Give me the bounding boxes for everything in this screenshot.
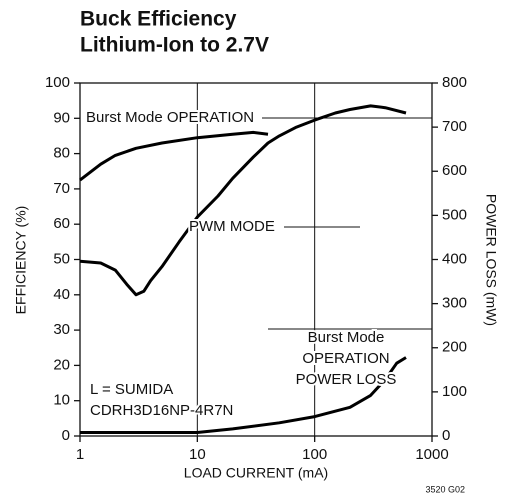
x-axis-label: LOAD CURRENT (mA) [184, 465, 328, 481]
y-tick-label: 100 [45, 74, 70, 91]
series-line [79, 130, 269, 182]
y2-tick-label: 600 [442, 162, 467, 179]
x-tick-label: 1000 [415, 446, 448, 463]
figure-note: 3520 G02 [425, 484, 465, 494]
y2-tick-label: 800 [442, 74, 467, 91]
annotation: CDRH3D16NP-4R7N [90, 402, 233, 419]
y-tick-label: 40 [53, 286, 70, 303]
x-tick-label: 10 [189, 446, 206, 463]
x-tick-label: 1 [76, 446, 84, 463]
y2-tick-label: 300 [442, 295, 467, 312]
y-tick-label: 90 [53, 109, 70, 126]
y-tick-label: 80 [53, 145, 70, 162]
y-tick-label: 60 [53, 215, 70, 232]
y-tick-label: 10 [53, 392, 70, 409]
chart-subtitle: Lithium-Ion to 2.7V [80, 34, 269, 57]
y-tick-label: 30 [53, 321, 70, 338]
series-line [80, 356, 407, 434]
spacer [0, 0, 85, 118]
y-tick-label: 20 [53, 356, 70, 373]
y-tick-label: 70 [53, 180, 70, 197]
series-line [79, 104, 407, 297]
annotation: L = SUMIDA [90, 381, 173, 398]
y-tick-label: 50 [53, 250, 70, 267]
y2-tick-label: 0 [442, 427, 450, 444]
y2-tick-label: 400 [442, 250, 467, 267]
annotation: OPERATION [302, 350, 389, 367]
y-tick-label: 0 [62, 427, 70, 444]
y2-tick-label: 200 [442, 339, 467, 356]
x-tick-label: 100 [302, 446, 327, 463]
chart-title: Buck Efficiency [80, 8, 237, 31]
y2-axis-label: POWER LOSS (mW) [483, 194, 499, 326]
y2-tick-label: 500 [442, 206, 467, 223]
annotation: Burst Mode [308, 329, 385, 346]
annotation: POWER LOSS [296, 371, 397, 388]
annotation: PWM MODE [189, 218, 275, 235]
y-axis-label: EFFICIENCY (%) [13, 206, 29, 315]
annotation: Burst Mode OPERATION [86, 109, 254, 126]
y2-tick-label: 700 [442, 118, 467, 135]
y2-tick-label: 100 [442, 383, 467, 400]
